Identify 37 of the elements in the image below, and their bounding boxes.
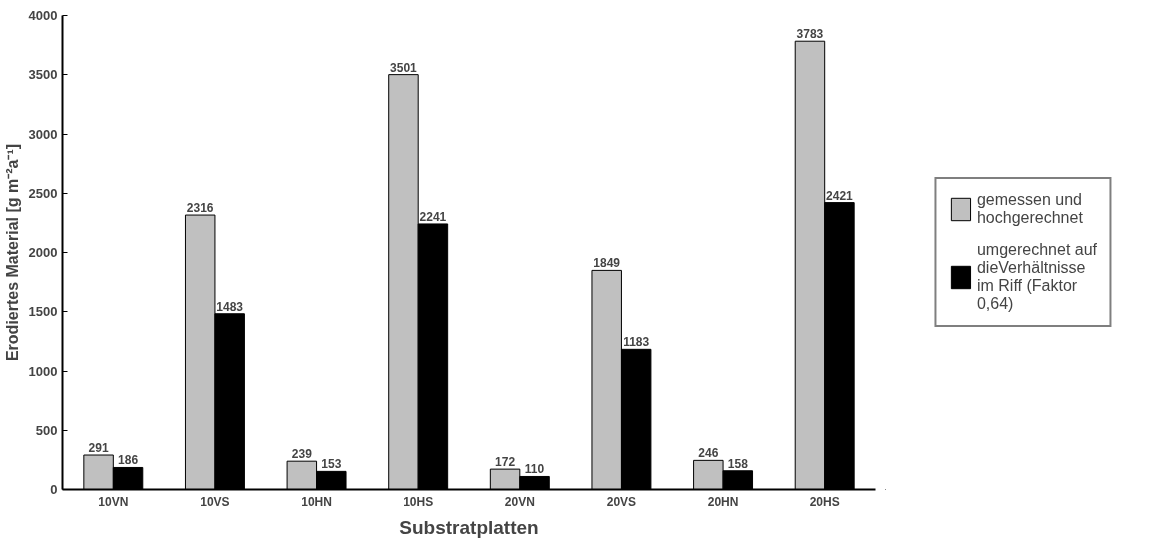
data-label: 153 xyxy=(321,457,342,472)
data-label: 110 xyxy=(524,462,545,477)
data-label: 2241 xyxy=(419,209,447,224)
data-label: 1849 xyxy=(593,256,621,271)
y-tick-label: 3500 xyxy=(28,67,58,83)
y-tick-label: 1000 xyxy=(28,363,58,379)
y-tick-label: 3000 xyxy=(28,126,58,142)
x-tick-label: 10VS xyxy=(200,494,230,509)
data-label: 3783 xyxy=(796,27,824,42)
legend-label: umgerechnet auf dieVerhältnisse im Riff (Faktor 0,64) xyxy=(976,241,1098,313)
x-tick-label: 20HS xyxy=(809,494,840,509)
x-tick-label: 10HS xyxy=(403,494,434,509)
data-label: 246 xyxy=(698,446,719,461)
x-tick-label: 20VS xyxy=(606,494,637,509)
x-axis-title: Substratplatten xyxy=(399,516,539,538)
x-tick-label: 10VN xyxy=(98,494,129,509)
data-label: 186 xyxy=(118,453,139,468)
y-tick-label: 0 xyxy=(50,482,58,497)
y-tick-label: 1500 xyxy=(28,304,58,320)
data-label: 3501 xyxy=(390,60,418,75)
x-tick-label: 20HN xyxy=(707,494,739,509)
x-tick-label: 10HN xyxy=(301,494,332,509)
data-label: 291 xyxy=(88,441,109,456)
y-tick-label: 2500 xyxy=(28,185,58,201)
legend-label: gemessen und hochgerechnet xyxy=(976,191,1083,227)
y-axis-title: Erodiertes Material [g m⁻²a⁻¹] xyxy=(3,143,21,362)
data-label: 239 xyxy=(291,447,313,462)
data-label: 2316 xyxy=(186,201,214,216)
y-tick-label: 2000 xyxy=(28,245,58,260)
data-label: 2421 xyxy=(826,188,854,203)
y-tick-label: 4000 xyxy=(28,8,58,23)
data-label: 1483 xyxy=(216,299,244,314)
x-tick-label: 20VN xyxy=(504,494,535,509)
data-label: 1183 xyxy=(623,335,650,350)
y-tick-label: 500 xyxy=(35,422,58,438)
data-label: 158 xyxy=(727,456,749,471)
data-label: 172 xyxy=(495,455,516,470)
